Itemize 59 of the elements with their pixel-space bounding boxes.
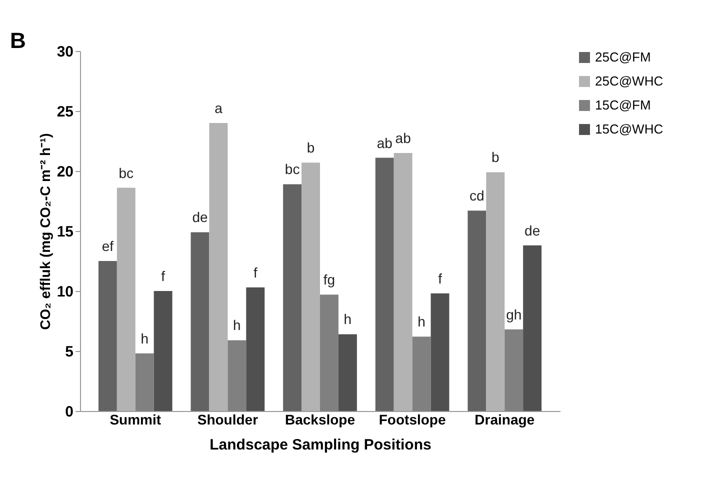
data-label: ab [395, 130, 412, 146]
data-label: de [524, 222, 540, 238]
x-tick-label: Footslope [378, 412, 446, 428]
bar [116, 188, 136, 411]
bar [320, 294, 338, 411]
data-label: b [491, 149, 500, 166]
data-label: fg [323, 272, 336, 288]
y-tick-label: 25 [56, 104, 74, 120]
x-axis-title: Landscape Sampling Positions [210, 436, 432, 454]
x-tick-label: Drainage [474, 412, 535, 428]
x-tick-label: Backslope [284, 412, 356, 428]
data-label: h [418, 314, 426, 330]
bar [394, 153, 412, 411]
data-label: a [214, 100, 223, 116]
y-tick-label: 20 [56, 164, 74, 180]
bar [302, 162, 320, 411]
bar [190, 232, 210, 411]
bar [430, 293, 450, 411]
y-tick-label: 5 [65, 344, 74, 360]
legend-label: 15C@WHC [595, 122, 664, 136]
data-label: ef [102, 238, 114, 254]
y-axis-title: CO₂ effluk (mg CO₂-C m⁻² h⁻¹) [36, 133, 53, 330]
data-label: h [233, 317, 241, 334]
x-tick-label: Summit [110, 412, 162, 428]
legend-label: 25C@FM [595, 50, 651, 64]
bar [209, 123, 228, 411]
data-label: ab [376, 134, 393, 151]
bar [504, 329, 524, 411]
bar [246, 287, 265, 411]
bar [523, 245, 542, 411]
legend-label: 25C@WHC [595, 74, 664, 88]
bar [228, 340, 246, 411]
data-label: de [192, 209, 208, 226]
y-tick-label: 30 [56, 44, 74, 60]
legend-label: 15C@FM [595, 98, 651, 112]
data-label: bc [284, 161, 300, 178]
bar [486, 172, 505, 411]
x-tick-label: Shoulder [197, 412, 259, 428]
bar [283, 184, 302, 411]
bar [412, 336, 431, 411]
y-tick-label: 0 [65, 404, 74, 420]
data-label: h [344, 311, 352, 328]
y-tick-label: 10 [56, 284, 74, 300]
bar [98, 261, 117, 411]
data-label: f [438, 270, 442, 286]
bar [338, 334, 357, 411]
bar [135, 353, 154, 411]
data-label: bc [118, 164, 134, 181]
y-tick-label: 15 [56, 224, 74, 240]
data-label: b [306, 140, 315, 156]
bar [375, 158, 394, 411]
bar [154, 291, 172, 411]
data-label: f [161, 268, 166, 284]
data-label: gh [506, 306, 522, 322]
text: B [10, 28, 26, 53]
data-label: f [253, 264, 258, 280]
data-label: cd [470, 188, 484, 204]
bar [468, 210, 486, 411]
data-label: h [140, 330, 149, 346]
